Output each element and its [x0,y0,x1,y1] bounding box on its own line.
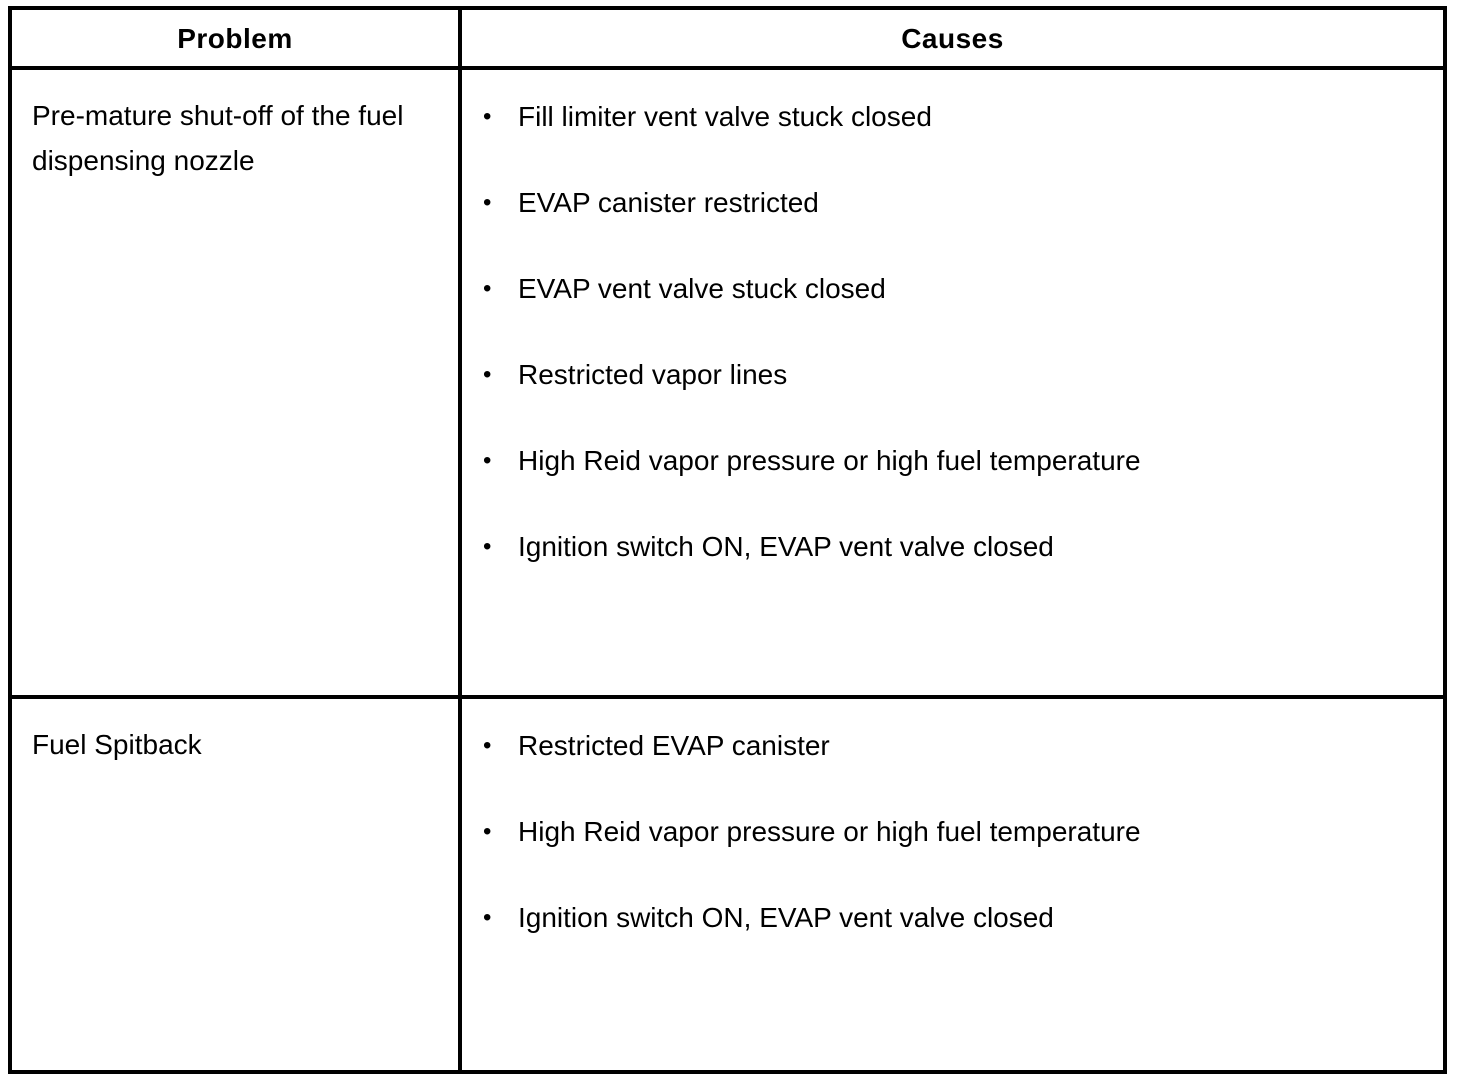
bullet-icon: • [483,904,492,931]
problem-cell-premature-shutoff: Pre-mature shut-off of the fuel dispensi… [12,70,462,695]
cause-list-item: • Restricted vapor lines [462,353,1443,397]
cause-text: Ignition switch ON, EVAP vent valve clos… [518,902,1054,933]
cause-list-item: • Fill limiter vent valve stuck closed [462,95,1443,139]
bullet-icon: • [483,447,492,474]
cause-list-item: • EVAP canister restricted [462,181,1443,225]
bullet-icon: • [483,818,492,845]
cause-list-item: • Ignition switch ON, EVAP vent valve cl… [462,525,1443,569]
cause-list-item: • EVAP vent valve stuck closed [462,267,1443,311]
cause-text: Restricted vapor lines [518,359,788,390]
cause-text: Restricted EVAP canister [518,730,830,761]
cause-text: Fill limiter vent valve stuck closed [518,101,932,132]
bullet-icon: • [483,275,492,302]
cause-text: High Reid vapor pressure or high fuel te… [518,445,1141,476]
troubleshooting-table: Problem Causes Pre-mature shut-off of th… [8,6,1447,1074]
cause-list-item: • High Reid vapor pressure or high fuel … [462,810,1443,854]
cause-list-item: • High Reid vapor pressure or high fuel … [462,439,1443,483]
table-row-fuel-spitback: Fuel Spitback • Restricted EVAP canister… [12,699,1443,1070]
bullet-icon: • [483,533,492,560]
bullet-icon: • [483,732,492,759]
cause-text: EVAP vent valve stuck closed [518,273,886,304]
table-row-premature-shutoff: Pre-mature shut-off of the fuel dispensi… [12,70,1443,699]
cause-list-item: • Restricted EVAP canister [462,724,1443,768]
causes-cell-fuel-spitback: • Restricted EVAP canister • High Reid v… [462,699,1443,1070]
causes-column-header: Causes [901,23,1004,54]
problem-cell-fuel-spitback: Fuel Spitback [12,699,462,1070]
cause-list-item: • Ignition switch ON, EVAP vent valve cl… [462,896,1443,940]
table-header-row: Problem Causes [12,10,1443,70]
cause-text: EVAP canister restricted [518,187,819,218]
cause-text: Ignition switch ON, EVAP vent valve clos… [518,531,1054,562]
problem-column-header: Problem [12,10,462,68]
cause-text: High Reid vapor pressure or high fuel te… [518,816,1141,847]
bullet-icon: • [483,189,492,216]
causes-cell-premature-shutoff: • Fill limiter vent valve stuck closed •… [462,70,1443,695]
bullet-icon: • [483,361,492,388]
bullet-icon: • [483,103,492,130]
